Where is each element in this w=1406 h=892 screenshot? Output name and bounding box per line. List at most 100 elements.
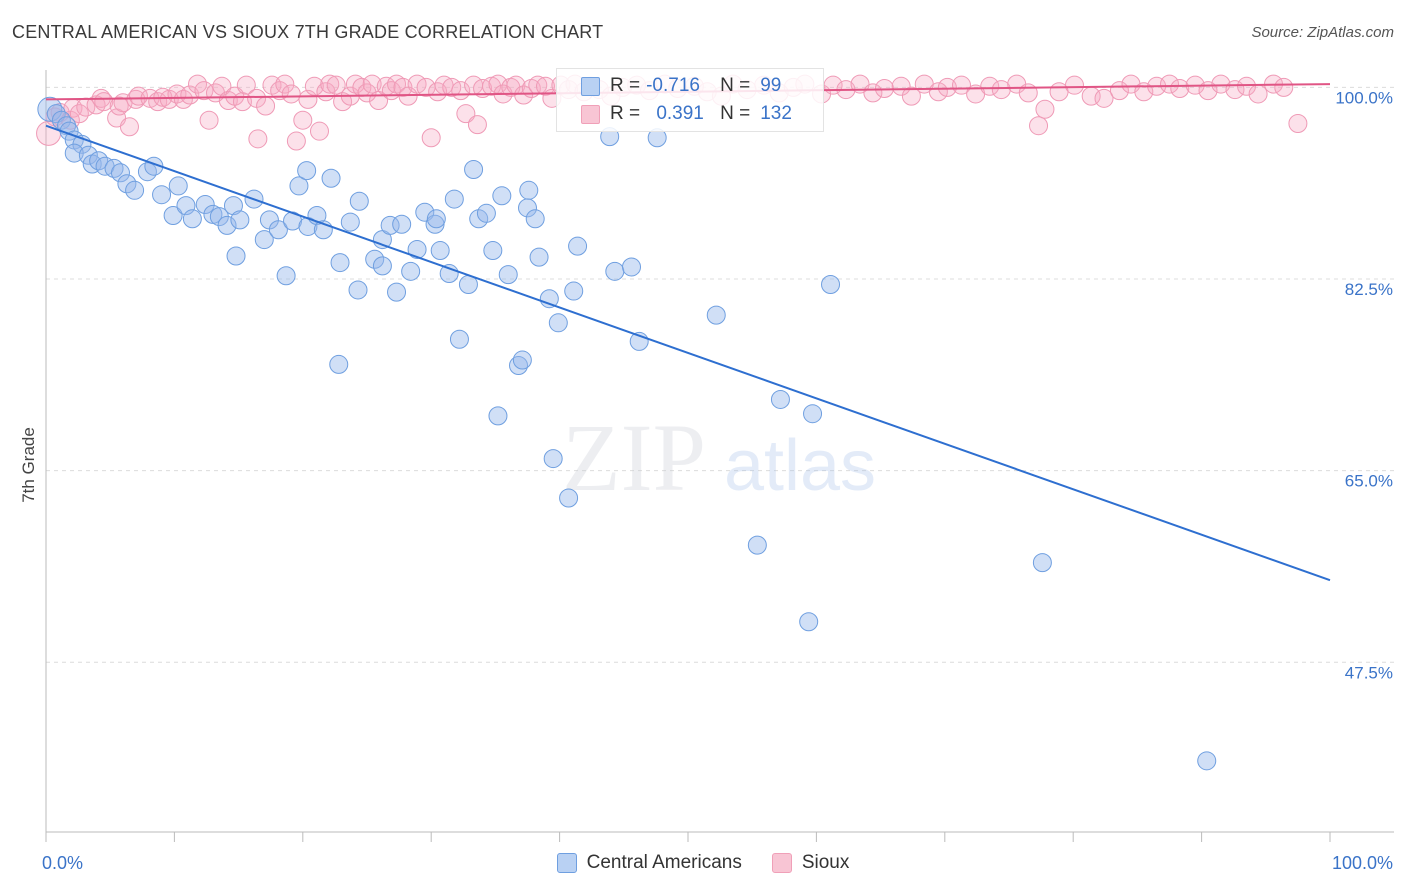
legend-item-sioux[interactable]: Sioux [771, 852, 850, 874]
central-american-point-19 [168, 176, 188, 196]
axes [45, 70, 1394, 842]
central-american-point-22 [182, 209, 202, 229]
sioux-point-31 [236, 75, 256, 95]
sioux-point-111 [937, 77, 957, 97]
central-american-point-18 [152, 185, 172, 205]
sioux-point-107 [891, 76, 911, 96]
central-american-point-69 [498, 265, 518, 285]
sioux-point-46 [326, 75, 346, 95]
central-american-point-68 [492, 186, 512, 206]
stats-legend: R = -0.716 N = 99 R = 0.391 N = 132 [556, 68, 824, 132]
central-american-point-84 [622, 257, 642, 277]
central-american-point-77 [543, 449, 563, 469]
central-american-point-89 [770, 389, 790, 409]
sioux-point-110 [928, 82, 948, 102]
central-american-point-59 [439, 264, 459, 284]
central-american-point-79 [559, 488, 579, 508]
legend-r-value-sioux: 0.391 [656, 103, 704, 124]
central-american-point-2 [51, 110, 71, 130]
sioux-point-36 [270, 81, 290, 101]
central-american-point-83 [605, 261, 625, 281]
central-american-point-27 [223, 196, 243, 216]
legend-n-label: N = [720, 75, 751, 96]
sioux-point-11 [109, 96, 129, 116]
legend-item-central-americans[interactable]: Central Americans [556, 852, 742, 874]
legend-swatch-blue [581, 76, 600, 96]
legend-label-sioux: Sioux [801, 852, 850, 873]
central-american-point-46 [349, 191, 369, 211]
central-american-point-75 [529, 247, 549, 267]
central-american-point-74 [525, 209, 545, 229]
central-american-point-7 [64, 143, 84, 163]
sioux-point-78 [535, 76, 555, 96]
sioux-point-137 [1274, 77, 1294, 97]
central-american-point-15 [125, 180, 145, 200]
legend-n-value-central-americans: 99 [760, 75, 782, 96]
sioux-point-15 [128, 86, 148, 106]
central-american-point-73 [519, 180, 539, 200]
central-american-point-33 [268, 220, 288, 240]
legend-r-value-central-americans: -0.716 [646, 75, 700, 96]
sioux-point-61 [421, 128, 441, 148]
central-american-point-93 [1032, 553, 1052, 573]
central-american-point-44 [340, 212, 360, 232]
central-american-point-45 [348, 280, 368, 300]
sioux-point-118 [1029, 116, 1049, 136]
grid-lines [46, 86, 1394, 663]
central-american-point-58 [430, 241, 450, 261]
sioux-point-115 [991, 80, 1011, 100]
central-american-point-41 [321, 168, 341, 188]
sioux-point-108 [901, 86, 921, 106]
y-tick-label-2: 65.0% [1345, 472, 1393, 491]
sioux-point-39 [286, 131, 306, 151]
central-american-points [37, 96, 1217, 771]
central-american-point-67 [488, 406, 508, 426]
central-american-point-48 [372, 256, 392, 276]
sioux-point-33 [248, 129, 268, 149]
central-american-point-23 [195, 195, 215, 215]
central-american-point-10 [89, 151, 109, 171]
sioux-point-69 [467, 115, 487, 135]
watermark: ZIP atlas [562, 404, 876, 511]
central-american-point-16 [137, 162, 157, 182]
central-american-point-29 [226, 246, 246, 266]
central-american-trend-line [45, 124, 1331, 582]
series-legend: Central Americans Sioux [0, 852, 1406, 874]
central-american-point-43 [329, 354, 349, 374]
legend-r-label: R = [610, 103, 641, 124]
central-american-point-13 [110, 163, 130, 183]
central-american-point-57 [426, 209, 446, 229]
sioux-point-128 [1160, 74, 1179, 94]
legend-n-label: N = [720, 103, 751, 124]
central-american-point-66 [483, 241, 503, 261]
central-american-point-28 [230, 210, 250, 230]
y-axis-label: 7th Grade [19, 427, 38, 503]
central-american-point-61 [449, 329, 469, 349]
central-american-point-51 [387, 282, 407, 302]
sioux-point-138 [1288, 114, 1308, 134]
legend-row-central-americans: R = -0.716 N = 99 [581, 72, 781, 100]
sioux-point-112 [951, 75, 971, 95]
sioux-point-34 [256, 96, 276, 116]
central-american-point-52 [392, 214, 412, 234]
x-tick-labels: 0.0% 100.0% [42, 853, 1393, 873]
sioux-point-119 [1035, 99, 1055, 119]
legend-r-label: R = [610, 75, 641, 96]
legend-swatch-central-americans [556, 853, 577, 873]
sioux-point-37 [275, 74, 295, 94]
sioux-point-43 [309, 121, 329, 141]
central-american-point-78 [548, 313, 568, 333]
chart-title: CENTRAL AMERICAN VS SIOUX 7TH GRADE CORR… [12, 22, 604, 42]
central-american-point-20 [163, 205, 183, 225]
sioux-point-117 [1018, 83, 1038, 103]
sioux-point-121 [1064, 75, 1084, 95]
central-american-point-38 [297, 161, 317, 181]
x-tick-label-0: 0.0% [42, 853, 83, 873]
watermark-atlas: atlas [724, 426, 876, 506]
sioux-point-75 [514, 85, 534, 105]
central-american-point-81 [568, 236, 588, 256]
central-american-point-65 [476, 203, 496, 223]
y-tick-label-1: 82.5% [1345, 280, 1393, 299]
sioux-point-114 [980, 76, 1000, 96]
sioux-point-123 [1094, 88, 1114, 108]
